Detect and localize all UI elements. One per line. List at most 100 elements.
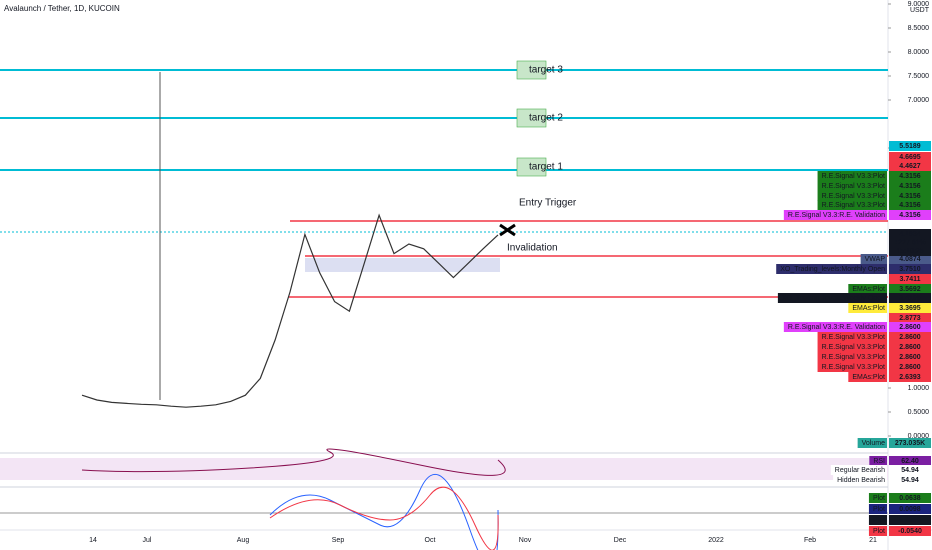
- value-badge: [889, 342, 931, 352]
- time-label: 21: [869, 537, 877, 544]
- label-badge: [776, 264, 887, 274]
- label-badge: [860, 254, 887, 264]
- value-text: 5.5189: [899, 143, 921, 150]
- x-marker: [499, 223, 516, 237]
- label-text: R.E.Signal V3.3:Plot: [822, 364, 885, 371]
- label-text: EMAs:Plot: [852, 305, 885, 312]
- time-label: Aug: [237, 537, 250, 544]
- label-badge: [868, 493, 887, 503]
- value-text: 3.7510: [899, 266, 921, 273]
- label-text: Regular Bearish: [835, 467, 885, 474]
- price-line: [81, 213, 499, 408]
- value-text: 0.0638: [899, 495, 921, 502]
- value-badge: [889, 475, 931, 485]
- label-text: EMAs:Plot: [852, 374, 885, 381]
- value-text: 62.40: [901, 458, 919, 465]
- target-label: target 1: [529, 162, 563, 173]
- target-box: [516, 108, 547, 128]
- value-text: 4.3156: [899, 193, 921, 200]
- time-label: 14: [89, 537, 97, 544]
- time-label: Sep: [332, 537, 345, 544]
- label-badge: [857, 438, 887, 448]
- label-badge: [830, 465, 887, 475]
- value-text: 3.7411: [899, 276, 920, 283]
- value-badge: [889, 254, 931, 264]
- value-badge: [889, 332, 931, 342]
- value-badge: [889, 362, 931, 372]
- value-text: 3.5692: [899, 286, 921, 293]
- label-badge: [868, 515, 887, 525]
- label-badge: [868, 504, 887, 514]
- label-badge: [817, 191, 887, 201]
- value-text: 2.8600: [899, 344, 921, 351]
- price-tick-label: 7.0000: [908, 97, 930, 104]
- label-badge: [817, 362, 887, 372]
- label-text: R.E.Signal V3.3:Plot: [822, 334, 885, 341]
- value-badge: [889, 152, 931, 162]
- signal-line: [269, 486, 499, 550]
- label-badge: [817, 171, 887, 181]
- label-text: R.E.Signal V3.3:Plot: [822, 202, 885, 209]
- time-label: 2022: [708, 537, 724, 544]
- label-text: Plot: [873, 506, 885, 513]
- label-text: R.E.Signal V3.3:R.E. Validation: [788, 324, 885, 331]
- target-label: target 3: [529, 65, 563, 76]
- time-label: Oct: [425, 537, 436, 544]
- value-text: 2.8773: [899, 315, 921, 322]
- last-price-change: +227.61%: [894, 239, 926, 246]
- value-badge: [889, 456, 931, 466]
- value-badge: [889, 372, 931, 382]
- value-text: 4.3156: [899, 173, 921, 180]
- value-text: 4.0874: [899, 256, 921, 263]
- macd-line: [269, 473, 499, 550]
- label-badge: [833, 475, 887, 485]
- price-tick-label: 0.0000: [908, 433, 930, 440]
- value-text: 54.94: [901, 467, 919, 474]
- label-text: R.E.Signal V3.3:R.E. Validation: [788, 212, 885, 219]
- price-tick-label: 8.0000: [908, 49, 930, 56]
- value-badge: [889, 191, 931, 201]
- price-tick-label: 1.0000: [908, 385, 930, 392]
- invalidation-label: Invalidation: [507, 243, 558, 254]
- rsi-band: [0, 458, 888, 480]
- label-text: R.E.Signal V3.3:Plot: [822, 193, 885, 200]
- label-text: Plot: [873, 528, 885, 535]
- label-badge: [783, 210, 887, 220]
- label-badge: [848, 284, 887, 294]
- axis-unit: USDT: [910, 7, 930, 14]
- time-label: Dec: [614, 537, 627, 544]
- value-text: 3.4106: [899, 295, 921, 302]
- price-tick-label: 7.5000: [908, 73, 930, 80]
- value-text: 0.0000: [899, 517, 921, 524]
- price-tick-label: 8.5000: [908, 25, 930, 32]
- header-title: Avalaunch / Tether, 1D, KUCOIN: [4, 4, 120, 13]
- label-text: XO_Trading_levels:Weekly Open: [782, 295, 885, 302]
- value-badge: [889, 322, 931, 332]
- label-badge: [869, 456, 887, 466]
- label-badge: [817, 342, 887, 352]
- time-label: Jul: [143, 537, 152, 544]
- entry-label: Entry Trigger: [519, 198, 577, 209]
- label-badge: [777, 293, 887, 303]
- value-badge: [889, 200, 931, 210]
- value-text: 2.8600: [899, 364, 921, 371]
- time-label: Nov: [519, 537, 532, 544]
- rsi-line: [81, 448, 506, 476]
- range-box: [305, 258, 500, 272]
- label-badge: [848, 372, 887, 382]
- value-badge: [889, 141, 931, 151]
- label-text: RSI: [873, 458, 885, 465]
- last-price-badge: [889, 229, 931, 256]
- value-text: 2.8600: [899, 324, 921, 331]
- value-text: 4.3156: [899, 202, 921, 209]
- value-badge: [889, 161, 931, 171]
- value-badge: [889, 313, 931, 323]
- value-text: 2.8600: [899, 354, 921, 361]
- label-badge: [868, 526, 887, 536]
- value-badge: [889, 526, 931, 536]
- label-badge: [817, 181, 887, 191]
- label-badge: [783, 322, 887, 332]
- label-text: Plot: [873, 495, 885, 502]
- label-badge: [848, 303, 887, 313]
